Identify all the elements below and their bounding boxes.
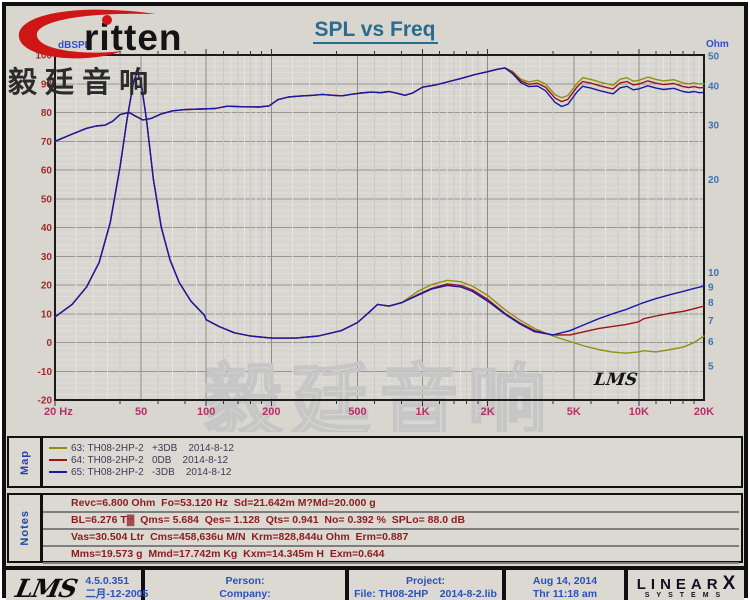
svg-text:90: 90	[41, 79, 53, 90]
svg-text:30: 30	[41, 252, 53, 263]
svg-text:500: 500	[348, 406, 366, 418]
svg-text:50: 50	[135, 406, 147, 418]
legend: 63: TH08-2HP-2 +3DB 2014-8-12 64: TH08-2…	[43, 438, 741, 486]
svg-text:-10: -10	[38, 367, 53, 378]
spl-chart: 毅廷音响 100 90 80 70 60 50 40 30 20 10 0 -10 -20 50 40 30 20…	[6, 6, 744, 432]
legend-text: 65: TH08-2HP-2 -3DB 2014-8-12	[71, 466, 232, 478]
legend-swatch-plus3db	[49, 447, 67, 449]
svg-text:10K: 10K	[629, 406, 649, 418]
legend-text: 63: TH08-2HP-2 +3DB 2014-8-12	[71, 442, 234, 454]
svg-text:5K: 5K	[567, 406, 581, 418]
svg-text:60: 60	[41, 166, 53, 177]
lms-logo: LMS	[12, 573, 80, 600]
notes-line: Mms=19.573 g Mmd=17.742m Kg Kxm=14.345m …	[43, 547, 739, 564]
svg-text:9: 9	[708, 282, 714, 293]
map-label: Map	[18, 449, 31, 475]
chart-plot-area: 毅廷音响1009080706050403020100-10-2050403020…	[35, 39, 729, 432]
svg-text:5: 5	[708, 362, 714, 373]
brand-text: ritten	[84, 17, 183, 58]
svg-text:0: 0	[46, 338, 52, 349]
time-text: Thr 11:18 am	[532, 588, 598, 600]
version-text: 4.5.0.351	[85, 575, 130, 587]
svg-text:100: 100	[35, 51, 52, 62]
notes-line: Vas=30.504 Ltr Cms=458,636u M/N Krm=828,…	[43, 530, 739, 547]
svg-text:50: 50	[41, 194, 53, 205]
brand-swoosh-icon	[18, 9, 156, 59]
svg-text:100: 100	[197, 406, 215, 418]
svg-text:80: 80	[41, 108, 53, 119]
project-cell: Project: File: TH08-2HP 2014-8-2.lib	[349, 570, 506, 600]
chart-title: SPL vs Freq	[6, 18, 744, 44]
svg-text:毅廷音响: 毅廷音响	[204, 357, 556, 432]
brand-logo-graphic: ritten 毅 廷 音 响	[8, 9, 183, 99]
map-panel: Map 63: TH08-2HP-2 +3DB 2014-8-12 64: TH…	[7, 436, 743, 488]
svg-text:Ohm: Ohm	[706, 39, 729, 50]
svg-text:20: 20	[708, 175, 720, 186]
svg-text:200: 200	[262, 406, 280, 418]
svg-text:7: 7	[708, 316, 714, 327]
datetime-cell: Aug 14, 2014 Thr 11:18 am	[506, 570, 628, 600]
svg-text:10: 10	[708, 268, 720, 279]
brand-logo: ritten 毅 廷 音 响	[4, 0, 244, 109]
app-version-cell: LMS 4.5.0.351 二月-12-2005	[6, 570, 149, 600]
svg-text:20 Hz: 20 Hz	[44, 406, 73, 418]
notes-label: Notes	[18, 510, 31, 546]
svg-text:-20: -20	[38, 396, 53, 407]
status-bar: LMS 4.5.0.351 二月-12-2005 Person: Company…	[6, 566, 744, 600]
project-label: Project:	[405, 575, 446, 587]
person-cell: Person: Company:	[145, 570, 349, 600]
svg-text:10: 10	[41, 309, 53, 320]
legend-text: 64: TH08-2HP-2 0DB 2014-8-12	[71, 454, 229, 466]
brand-cn-text: 毅 廷 音 响	[8, 65, 148, 99]
notes-line: Revc=6.800 Ohm Fo=53.120 Hz Sd=21.642m M…	[43, 496, 739, 513]
notes-panel: Notes Revc=6.800 Ohm Fo=53.120 Hz Sd=21.…	[7, 493, 743, 564]
svg-text:30: 30	[708, 120, 720, 131]
linearx-logo: LINEARX SYSTEMS	[636, 572, 736, 599]
date-text: Aug 14, 2014	[532, 575, 598, 587]
company-label: Company:	[219, 588, 271, 600]
legend-row: 64: TH08-2HP-2 0DB 2014-8-12	[49, 454, 741, 466]
svg-text:40: 40	[41, 223, 53, 234]
svg-text:LMS: LMS	[592, 370, 639, 390]
linearx-systems-text: SYSTEMS	[644, 591, 728, 599]
build-date-text: 二月-12-2005	[85, 588, 149, 600]
svg-text:2K: 2K	[481, 406, 495, 418]
legend-row: 65: TH08-2HP-2 -3DB 2014-8-12	[49, 466, 741, 478]
svg-text:6: 6	[708, 337, 714, 348]
file-text: File: TH08-2HP 2014-8-2.lib	[354, 588, 497, 600]
brand-i-dot	[102, 15, 112, 25]
legend-swatch-0db	[49, 459, 67, 461]
legend-swatch-minus3db	[49, 471, 67, 473]
svg-text:70: 70	[41, 137, 53, 148]
svg-text:50: 50	[708, 52, 720, 63]
person-label: Person:	[225, 575, 265, 587]
legend-row: 63: TH08-2HP-2 +3DB 2014-8-12	[49, 442, 741, 454]
svg-text:40: 40	[708, 82, 720, 93]
notes-content: Revc=6.800 Ohm Fo=53.120 Hz Sd=21.642m M…	[43, 495, 741, 564]
svg-text:8: 8	[708, 298, 714, 309]
svg-text:dBSPL: dBSPL	[58, 40, 91, 51]
notes-line: BL=6.276 T▓ Qms= 5.684 Qes= 1.128 Qts= 0…	[43, 513, 739, 530]
svg-text:20: 20	[41, 281, 53, 292]
svg-text:1K: 1K	[416, 406, 430, 418]
svg-text:20K: 20K	[694, 406, 714, 418]
